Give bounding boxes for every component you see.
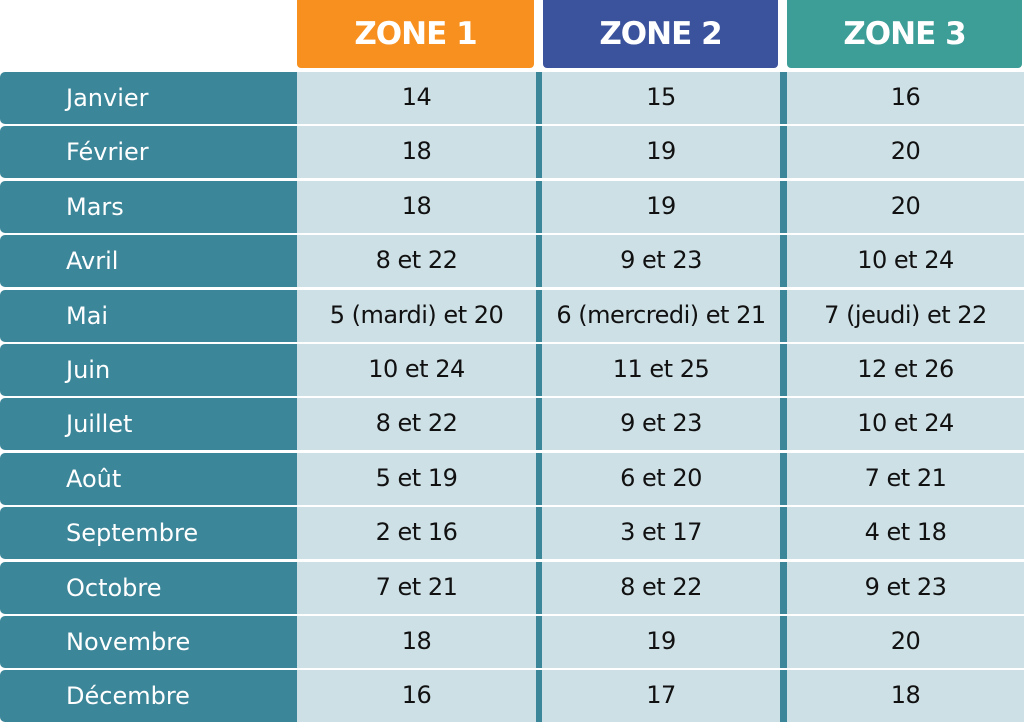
zone-2-cell: 3 et 17	[542, 507, 780, 560]
table-row: Mars 18 19 20	[0, 180, 1024, 233]
table-row: Décembre 16 17 18	[0, 670, 1024, 723]
month-label: Août	[66, 464, 122, 493]
zone-1-header: ZONE 1	[297, 0, 534, 68]
zone-1-cell: 16	[297, 670, 536, 723]
zone-2-cell: 17	[542, 670, 780, 723]
month-label: Juillet	[66, 410, 133, 439]
month-label: Mai	[66, 301, 109, 330]
zone-3-cell: 10 et 24	[787, 235, 1024, 288]
zone-1-cell: 18	[297, 180, 536, 233]
table-row: Juillet 8 et 22 9 et 23 10 et 24	[0, 398, 1024, 451]
zone-1-cell: 5 et 19	[297, 452, 536, 505]
month-label: Octobre	[66, 573, 162, 602]
zone-3-cell: 20	[787, 126, 1024, 179]
zone-1-cell: 10 et 24	[297, 344, 536, 396]
zone-3-cell: 16	[787, 72, 1024, 124]
month-label: Novembre	[66, 628, 191, 656]
table-row: Mai 5 (mardi) et 20 6 (mercredi) et 21 7 (j…	[0, 289, 1024, 342]
zone-3-cell: 12 et 26	[787, 344, 1024, 396]
zone-2-cell: 15	[542, 72, 780, 124]
table-row: Août 5 et 19 6 et 20 7 et 21	[0, 452, 1024, 505]
zone-2-cell: 11 et 25	[542, 344, 780, 396]
table-row: Septembre 2 et 16 3 et 17 4 et 18	[0, 507, 1024, 560]
zone-1-cell: 14	[297, 72, 536, 124]
zone-2-header: ZONE 2	[543, 0, 778, 68]
zone-2-cell: 6 et 20	[542, 452, 780, 505]
table-row: Janvier 14 15 16	[0, 72, 1024, 124]
zone-2-cell: 9 et 23	[542, 398, 780, 451]
table-row: Octobre 7 et 21 8 et 22 9 et 23	[0, 561, 1024, 614]
zone-3-cell: 7 (jeudi) et 22	[787, 289, 1024, 342]
zone-2-cell: 6 (mercredi) et 21	[542, 289, 780, 342]
table-row: Juin 10 et 24 11 et 25 12 et 26	[0, 344, 1024, 396]
zone-2-cell: 19	[542, 126, 780, 179]
zone-2-cell: 19	[542, 616, 780, 668]
month-label: Janvier	[66, 84, 149, 112]
zone-2-cell: 19	[542, 180, 780, 233]
zone-1-cell: 8 et 22	[297, 235, 536, 288]
zone-1-cell: 2 et 16	[297, 507, 536, 560]
zone-1-cell: 5 (mardi) et 20	[297, 289, 536, 342]
zone-3-cell: 20	[787, 616, 1024, 668]
month-label: Mars	[66, 192, 124, 221]
zone-3-cell: 9 et 23	[787, 561, 1024, 614]
month-label: Décembre	[66, 682, 190, 711]
zone-1-cell: 7 et 21	[297, 561, 536, 614]
zone-3-cell: 10 et 24	[787, 398, 1024, 451]
zone-3-cell: 4 et 18	[787, 507, 1024, 560]
zone-3-cell: 20	[787, 180, 1024, 233]
zone-3-cell: 18	[787, 670, 1024, 723]
zone-3-header: ZONE 3	[787, 0, 1022, 68]
month-label: Avril	[66, 247, 119, 276]
table-row: Février 18 19 20	[0, 126, 1024, 179]
zone-2-cell: 8 et 22	[542, 561, 780, 614]
month-label: Septembre	[66, 519, 199, 548]
zone-2-cell: 9 et 23	[542, 235, 780, 288]
zone-1-cell: 8 et 22	[297, 398, 536, 451]
zone-1-cell: 18	[297, 616, 536, 668]
month-label: Février	[66, 138, 149, 167]
table-row: Avril 8 et 22 9 et 23 10 et 24	[0, 235, 1024, 288]
zone-1-cell: 18	[297, 126, 536, 179]
zone-3-cell: 7 et 21	[787, 452, 1024, 505]
month-label: Juin	[66, 356, 111, 384]
table-row: Novembre 18 19 20	[0, 616, 1024, 668]
